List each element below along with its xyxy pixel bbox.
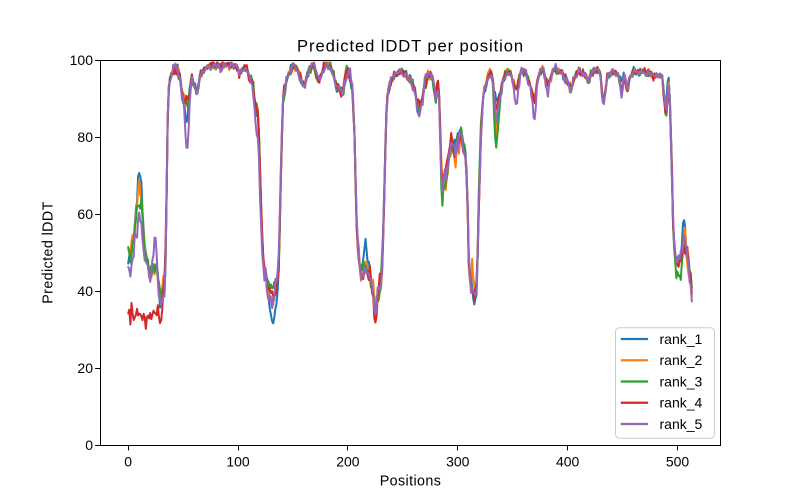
svg-text:Predicted lDDT: Predicted lDDT bbox=[41, 201, 57, 304]
svg-text:500: 500 bbox=[666, 454, 690, 470]
svg-text:rank_4: rank_4 bbox=[660, 395, 703, 411]
svg-text:100: 100 bbox=[226, 454, 250, 470]
svg-text:400: 400 bbox=[556, 454, 580, 470]
svg-text:80: 80 bbox=[77, 129, 93, 145]
svg-text:Predicted lDDT per position: Predicted lDDT per position bbox=[297, 37, 524, 56]
svg-text:200: 200 bbox=[336, 454, 360, 470]
svg-text:rank_3: rank_3 bbox=[660, 373, 703, 389]
svg-text:60: 60 bbox=[77, 206, 93, 222]
svg-text:40: 40 bbox=[77, 283, 93, 299]
svg-text:rank_5: rank_5 bbox=[660, 416, 703, 432]
svg-text:0: 0 bbox=[124, 454, 132, 470]
svg-text:300: 300 bbox=[446, 454, 470, 470]
svg-text:0: 0 bbox=[85, 437, 93, 453]
svg-text:20: 20 bbox=[77, 360, 93, 376]
svg-text:100: 100 bbox=[70, 52, 94, 68]
svg-text:rank_2: rank_2 bbox=[660, 352, 703, 368]
svg-text:rank_1: rank_1 bbox=[660, 331, 703, 347]
svg-text:Positions: Positions bbox=[380, 474, 442, 490]
